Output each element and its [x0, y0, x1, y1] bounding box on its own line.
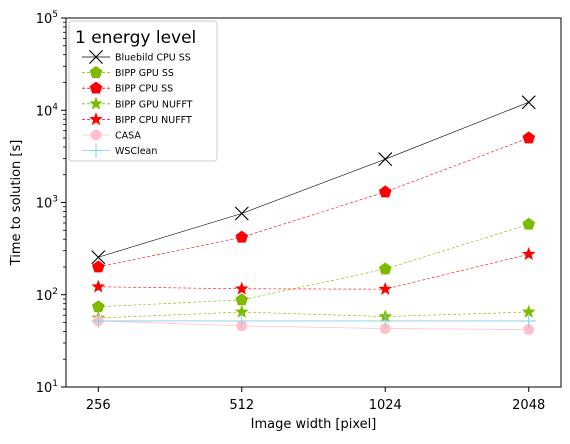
series-line: [98, 224, 529, 308]
y-tick-base: 10: [36, 289, 53, 304]
series-line: [98, 137, 529, 268]
series-line: [98, 253, 529, 290]
data-point: [522, 217, 535, 230]
data-point: [91, 250, 106, 265]
data-point: [378, 281, 393, 295]
legend-label: WSClean: [115, 146, 157, 157]
x-tick-label: 512: [229, 398, 254, 413]
legend-entry: CASA: [82, 129, 141, 142]
data-point: [234, 304, 249, 318]
y-tick-label: 101: [36, 379, 58, 396]
y-tick-base: 10: [36, 12, 53, 27]
data-point: [91, 279, 106, 293]
data-point: [378, 262, 392, 275]
data-point: [92, 300, 105, 313]
data-point: [92, 260, 105, 273]
legend-label: BIPP CPU SS: [115, 84, 173, 95]
series-markers-layer: [91, 95, 536, 335]
data-point: [379, 323, 391, 334]
data-point: [378, 313, 393, 329]
y-axis-label: Time to solution [s]: [9, 140, 24, 267]
y-tick-base: 10: [36, 381, 53, 396]
legend-label: BIPP GPU NUFFT: [115, 99, 193, 110]
x-tick-label: 256: [86, 398, 111, 413]
data-point: [234, 313, 249, 329]
data-point: [378, 185, 392, 198]
y-tick-exponent: 2: [52, 287, 58, 297]
legend-title: 1 energy level: [75, 28, 196, 48]
legend-marker: [89, 50, 103, 64]
y-tick-label: 105: [36, 10, 58, 27]
y-tick-label: 104: [36, 102, 59, 119]
y-tick-exponent: 5: [52, 10, 58, 20]
legend-entry: BIPP CPU SS: [82, 81, 173, 95]
data-point: [521, 247, 536, 261]
data-point: [235, 230, 249, 243]
data-point: [521, 95, 536, 110]
legend-marker: [89, 96, 103, 110]
y-tick-exponent: 4: [52, 102, 58, 112]
legend-entries: Bluebild CPU SS BIPP GPU SS BIPP CPU SS BIP…: [82, 50, 193, 158]
series-line: [98, 102, 529, 258]
legend-marker: [89, 81, 103, 94]
x-tick-label: 2048: [512, 398, 545, 413]
legend-entry: BIPP GPU NUFFT: [82, 96, 193, 110]
series-lines-layer: [98, 102, 529, 330]
series-line: [98, 311, 529, 319]
y-tick-label: 103: [36, 195, 58, 212]
legend-marker: [89, 66, 103, 78]
data-point: [91, 313, 106, 329]
legend-entry: WSClean: [82, 143, 157, 158]
legend-label: Bluebild CPU SS: [115, 53, 191, 64]
legend-entry: BIPP CPU NUFFT: [82, 112, 192, 126]
legend-label: BIPP CPU NUFFT: [115, 115, 192, 126]
legend: 1 energy level Bluebild CPU SS BIPP GPU S…: [68, 20, 218, 162]
legend-marker: [90, 129, 102, 141]
x-axis-label: Image width [pixel]: [251, 417, 377, 432]
data-point: [378, 152, 393, 167]
data-point: [523, 324, 535, 335]
legend-label: BIPP GPU SS: [115, 68, 174, 79]
y-tick-exponent: 3: [52, 195, 58, 205]
data-point: [521, 313, 536, 329]
series-line: [98, 320, 529, 330]
data-point: [521, 304, 536, 318]
legend-marker: [88, 143, 104, 158]
data-point: [235, 293, 249, 306]
y-tick-label: 102: [36, 287, 58, 304]
legend-box: [68, 20, 218, 162]
legend-label: CASA: [115, 131, 141, 142]
legend-marker: [89, 112, 103, 126]
x-tick-label: 1024: [369, 398, 402, 413]
data-point: [522, 131, 535, 144]
y-tick-exponent: 1: [52, 379, 58, 389]
data-point: [234, 281, 249, 295]
y-tick-base: 10: [36, 104, 53, 119]
y-tick-base: 10: [36, 197, 53, 212]
data-point: [234, 206, 249, 221]
legend-entry: BIPP GPU SS: [82, 66, 174, 79]
legend-entry: Bluebild CPU SS: [82, 50, 191, 64]
